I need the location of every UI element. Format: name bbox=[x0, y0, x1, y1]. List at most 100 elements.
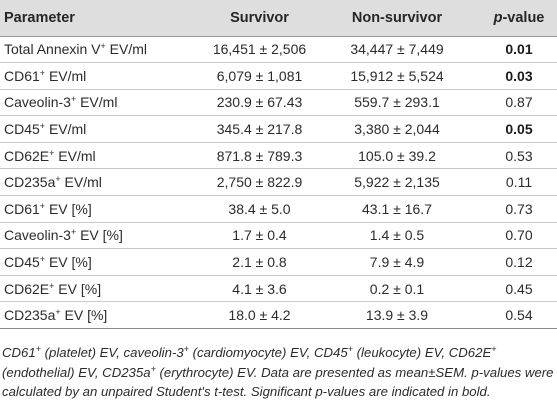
cell-non-survivor: 13.9 ± 3.9 bbox=[365, 307, 429, 324]
cell-pvalue: 0.70 bbox=[505, 227, 533, 244]
parameter-name: CD235a bbox=[4, 307, 56, 324]
cell-non-survivor: 15,912 ± 5,524 bbox=[350, 67, 444, 84]
table-row: CD235a+ EV [%] 18.0 ± 4.2 13.9 ± 3.9 0.54 bbox=[0, 302, 557, 329]
parameter-unit: EV/ml bbox=[45, 67, 87, 84]
cell-parameter: CD62E+ EV [%] bbox=[0, 275, 202, 302]
cell-parameter: Caveolin-3+ EV [%] bbox=[0, 222, 202, 249]
cell-survivor: 4.1 ± 3.6 bbox=[232, 280, 287, 297]
parameter-name: CD61 bbox=[4, 67, 40, 84]
table-row: CD61+ EV/ml 6,079 ± 1,081 15,912 ± 5,524 0.… bbox=[0, 63, 557, 90]
cell-non-survivor: 559.7 ± 293.1 bbox=[354, 94, 440, 111]
footnote-plus-3: + bbox=[347, 344, 353, 354]
cell-parameter: CD235a+ EV/ml bbox=[0, 169, 202, 196]
parameter-unit: EV [%] bbox=[60, 307, 108, 324]
parameter-superscript: + bbox=[39, 67, 46, 78]
cell-survivor: 6,079 ± 1,081 bbox=[216, 67, 303, 84]
table-row: CD61+ EV [%] 38.4 ± 5.0 43.1 ± 16.7 0.73 bbox=[0, 196, 557, 223]
table-header: Parameter Survivor Non-survivor p-value bbox=[0, 0, 557, 37]
parameter-unit: EV/ml bbox=[60, 174, 102, 191]
cell-pvalue: 0.12 bbox=[505, 254, 533, 271]
parameter-unit: EV [%] bbox=[45, 254, 92, 271]
footnote-part-2: (platelet) EV, caveolin-3 bbox=[40, 345, 184, 360]
footnote-part-4: (leukocyte) EV, CD62E bbox=[353, 345, 492, 360]
cell-pvalue: 0.11 bbox=[505, 174, 533, 191]
footnote-plus-5: + bbox=[150, 363, 156, 374]
cell-pvalue: 0.53 bbox=[505, 147, 533, 164]
header-row: Parameter Survivor Non-survivor p-value bbox=[0, 0, 557, 37]
parameter-superscript: + bbox=[70, 227, 77, 238]
parameter-name: Caveolin-3 bbox=[4, 227, 71, 244]
cell-parameter: CD62E+ EV/ml bbox=[0, 142, 202, 169]
parameter-superscript: + bbox=[39, 254, 46, 265]
cell-pvalue: 0.45 bbox=[505, 280, 533, 297]
parameter-name: CD61 bbox=[4, 200, 40, 217]
cell-survivor: 1.7 ± 0.4 bbox=[232, 227, 287, 244]
parameter-superscript: + bbox=[39, 200, 46, 211]
cell-survivor: 2.1 ± 0.8 bbox=[232, 254, 287, 271]
parameter-superscript: + bbox=[55, 174, 61, 185]
cell-survivor: 345.4 ± 217.8 bbox=[216, 121, 303, 138]
footnote-part-5: (endothelial) EV, CD235a bbox=[2, 364, 151, 380]
header-pvalue: p-value bbox=[477, 0, 557, 37]
cell-non-survivor: 5,922 ± 2,135 bbox=[354, 174, 440, 191]
table-row: Caveolin-3+ EV/ml 230.9 ± 67.43 559.7 ± 29… bbox=[0, 89, 557, 116]
cell-pvalue: 0.05 bbox=[505, 121, 533, 138]
footnote-plus-4: + bbox=[491, 344, 497, 354]
cell-survivor: 230.9 ± 67.43 bbox=[216, 94, 303, 111]
table-row: Total Annexin V+ EV/ml 16,451 ± 2,506 34,4… bbox=[0, 36, 557, 63]
cell-parameter: CD61+ EV/ml bbox=[0, 63, 202, 90]
parameter-superscript: + bbox=[55, 307, 61, 318]
parameter-superscript: + bbox=[49, 147, 55, 158]
header-survivor: Survivor bbox=[202, 0, 317, 37]
cell-non-survivor: 0.2 ± 0.1 bbox=[369, 280, 425, 297]
cell-parameter: Caveolin-3+ EV/ml bbox=[0, 89, 202, 116]
cell-non-survivor: 105.0 ± 39.2 bbox=[358, 147, 436, 164]
cell-pvalue: 0.73 bbox=[505, 200, 533, 217]
parameter-unit: EV/ml bbox=[54, 147, 96, 164]
parameter-name: CD235a bbox=[4, 174, 56, 191]
cell-survivor: 871.8 ± 789.3 bbox=[216, 147, 303, 164]
footnote-plus-1: + bbox=[35, 344, 41, 354]
parameter-superscript: + bbox=[39, 121, 46, 132]
cell-parameter: CD45+ EV [%] bbox=[0, 249, 202, 276]
table-row: CD235a+ EV/ml 2,750 ± 822.9 5,922 ± 2,135 0… bbox=[0, 169, 557, 196]
header-non-survivor: Non-survivor bbox=[317, 0, 477, 37]
parameter-unit: EV/ml bbox=[45, 121, 87, 138]
cell-non-survivor: 43.1 ± 16.7 bbox=[362, 200, 432, 217]
parameter-unit: EV [%] bbox=[54, 280, 102, 297]
parameter-unit: EV/ml bbox=[105, 41, 148, 58]
parameter-name: CD45 bbox=[4, 254, 40, 271]
parameter-unit: EV [%] bbox=[45, 200, 92, 217]
cell-parameter: CD45+ EV/ml bbox=[0, 116, 202, 143]
cell-survivor: 18.0 ± 4.2 bbox=[228, 307, 291, 324]
table-row: CD45+ EV [%] 2.1 ± 0.8 7.9 ± 4.9 0.12 bbox=[0, 249, 557, 276]
parameter-name: CD62E bbox=[4, 280, 50, 297]
cell-survivor: 38.4 ± 5.0 bbox=[228, 200, 291, 217]
parameter-superscript: + bbox=[100, 41, 106, 52]
footnote-part-1: CD61 bbox=[2, 345, 36, 360]
footnote-plus-2: + bbox=[183, 344, 189, 354]
parameter-superscript: + bbox=[49, 280, 55, 291]
header-pvalue-rest: -value bbox=[502, 9, 545, 26]
cell-pvalue: 0.03 bbox=[505, 67, 533, 84]
parameter-name: CD62E bbox=[4, 147, 50, 164]
cell-parameter: CD235a+ EV [%] bbox=[0, 302, 202, 329]
parameter-unit: EV [%] bbox=[76, 227, 123, 244]
cell-pvalue: 0.54 bbox=[505, 307, 533, 324]
parameter-name: Total Annexin V bbox=[4, 41, 101, 58]
cell-survivor: 16,451 ± 2,506 bbox=[212, 41, 307, 58]
footnote-part-6: (erythrocyte) EV. Data are presented as … bbox=[2, 364, 554, 400]
table-footnote: CD61+ (platelet) EV, caveolin-3+ (cardio… bbox=[2, 343, 554, 402]
table-row: Caveolin-3+ EV [%] 1.7 ± 0.4 1.4 ± 0.5 0.70 bbox=[0, 222, 557, 249]
parameter-name: CD45 bbox=[4, 121, 40, 138]
cell-parameter: Total Annexin V+ EV/ml bbox=[0, 36, 202, 63]
header-parameter: Parameter bbox=[0, 0, 202, 37]
parameter-unit: EV/ml bbox=[76, 94, 118, 111]
cell-non-survivor: 7.9 ± 4.9 bbox=[369, 254, 425, 271]
cell-non-survivor: 3,380 ± 2,044 bbox=[354, 121, 440, 138]
cell-parameter: CD61+ EV [%] bbox=[0, 196, 202, 223]
parameter-superscript: + bbox=[70, 94, 77, 105]
table-row: CD45+ EV/ml 345.4 ± 217.8 3,380 ± 2,044 0.0… bbox=[0, 116, 557, 143]
cell-survivor: 2,750 ± 822.9 bbox=[216, 174, 303, 191]
